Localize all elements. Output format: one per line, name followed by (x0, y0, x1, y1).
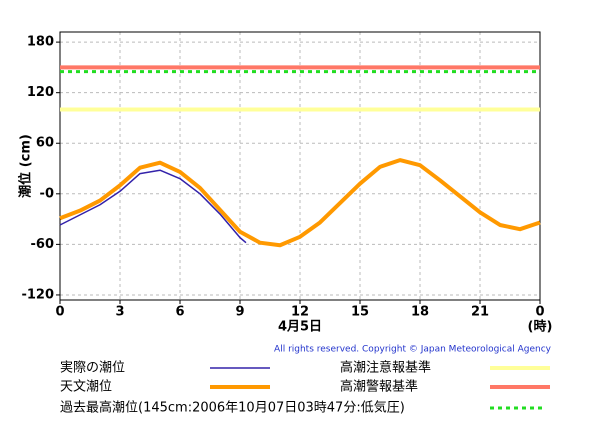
x-tick-label: 21 (471, 305, 489, 320)
x-tick-label: 0 (535, 305, 544, 320)
x-tick-label: 0 (55, 305, 64, 320)
y-axis-label: 潮位 (cm) (18, 134, 34, 198)
x-tick-label: 9 (235, 305, 244, 320)
x-tick-label: 18 (411, 305, 429, 320)
line-series (59, 169, 247, 244)
legend-label: 天文潮位 (60, 380, 112, 395)
legend-label: 高潮警報基準 (340, 379, 418, 395)
y-tick-label: 60 (36, 136, 54, 151)
y-tick-label: 120 (27, 85, 54, 100)
legend-label: 実際の潮位 (60, 360, 125, 376)
legend-label: 過去最高潮位(145cm:2006年10月07日03時47分:低気圧) (60, 400, 405, 416)
x-axis-unit: (時) (528, 319, 553, 335)
x-tick-label: 15 (351, 305, 369, 320)
plot-frame (59, 31, 541, 301)
x-tick-label: 6 (175, 305, 184, 320)
x-tick-label: 3 (115, 305, 124, 320)
legend-label: 高潮注意報基準 (340, 360, 431, 376)
y-tick-label: -0 (40, 186, 54, 201)
line-series (59, 158, 541, 248)
y-tick-label: 180 (27, 35, 54, 50)
x-tick-label: 12 (291, 305, 309, 320)
y-tick-label: -60 (31, 237, 55, 252)
y-tick-label: -120 (21, 287, 54, 302)
x-axis-label: 4月5日 (278, 320, 322, 335)
copyright: All rights reserved. Copyright © Japan M… (274, 345, 552, 355)
